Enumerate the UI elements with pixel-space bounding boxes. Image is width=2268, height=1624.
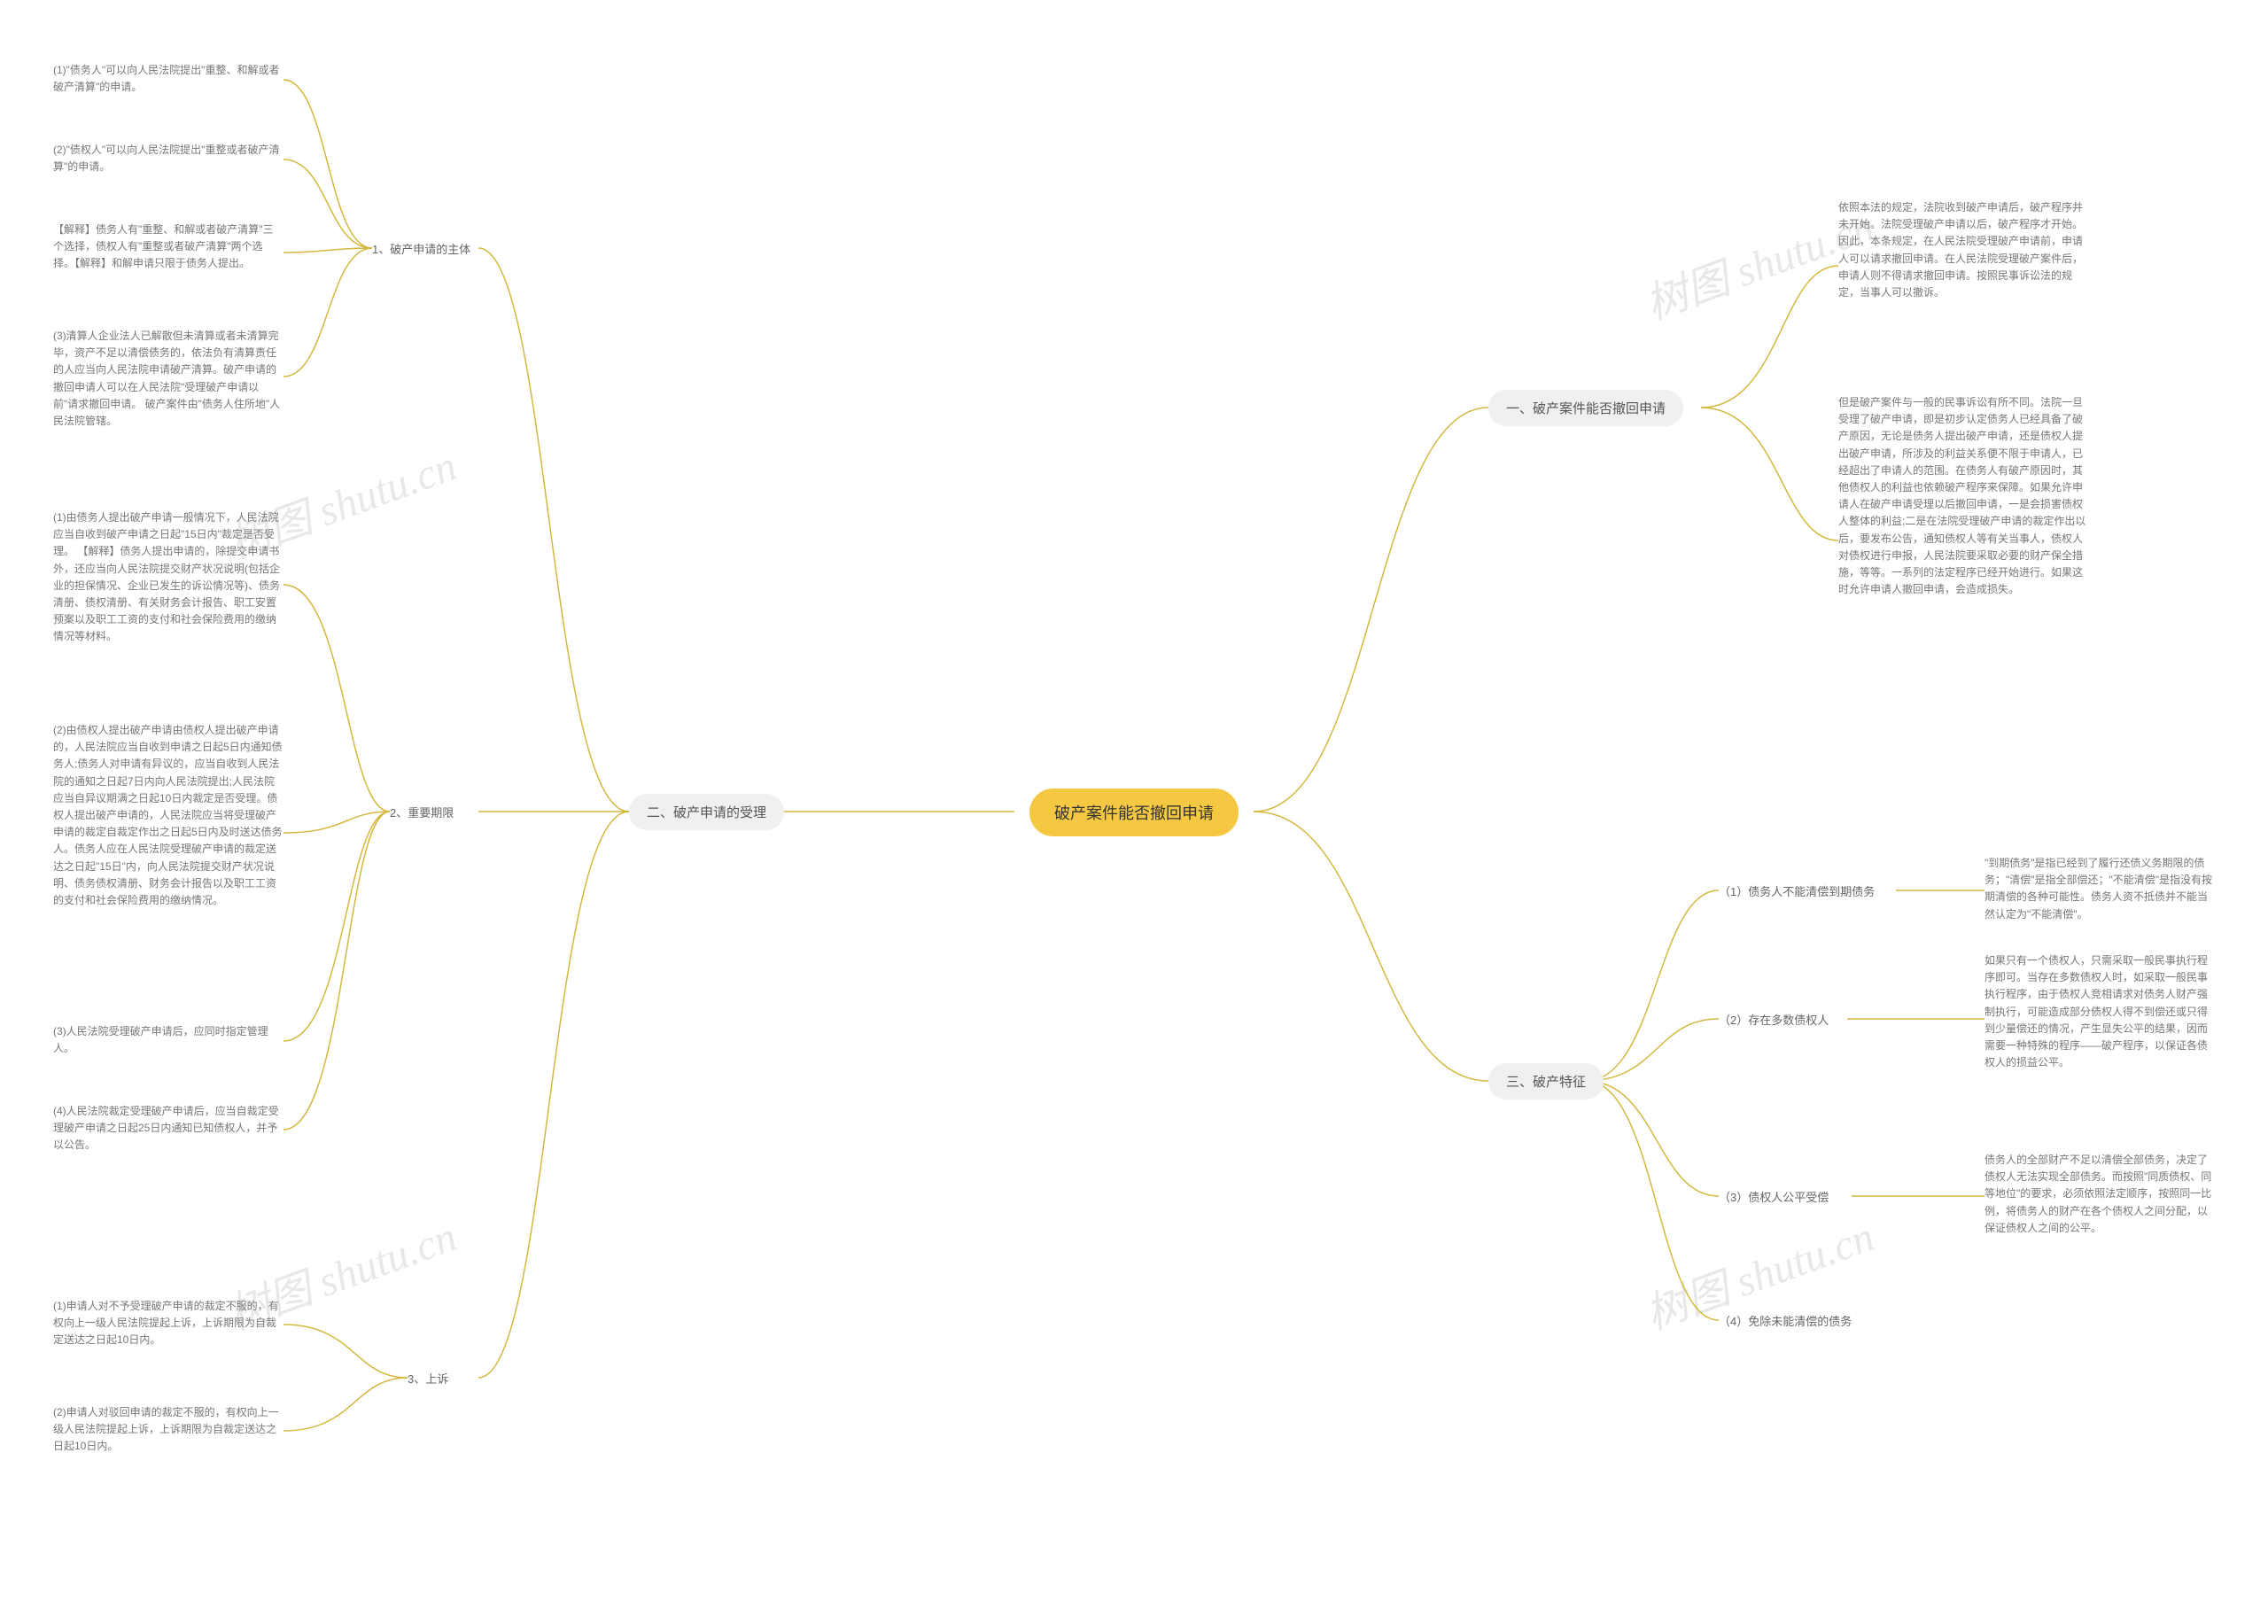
sub-3-4: （4）免除未能清偿的债务 bbox=[1719, 1312, 1852, 1329]
sub-3-1: （1）债务人不能清偿到期债务 bbox=[1719, 882, 1875, 899]
leaf-2-1-3: 【解释】债务人有"重整、和解或者破产清算"三个选择，债权人有"重整或者破产清算"… bbox=[53, 221, 284, 273]
leaf-1-1: 依照本法的规定，法院收到破产申请后，破产程序并未开始。法院受理破产申请以后，破产… bbox=[1838, 199, 2086, 301]
leaf-1-2: 但是破产案件与一般的民事诉讼有所不同。法院一旦受理了破产申请，即是初步认定债务人… bbox=[1838, 394, 2086, 598]
sub-3-3: （3）债权人公平受偿 bbox=[1719, 1188, 1829, 1205]
sub-2-3: 3、上诉 bbox=[408, 1370, 448, 1387]
leaf-3-2: 如果只有一个债权人，只需采取一般民事执行程序即可。当存在多数债权人时，如采取一般… bbox=[1984, 952, 2215, 1071]
center-node: 破产案件能否撤回申请 bbox=[1029, 789, 1239, 836]
leaf-3-3: 债务人的全部财产不足以清偿全部债务，决定了债权人无法实现全部债务。而按照"同质债… bbox=[1984, 1152, 2215, 1237]
sub-3-2: （2）存在多数债权人 bbox=[1719, 1011, 1829, 1028]
branch-1: 一、破产案件能否撤回申请 bbox=[1488, 390, 1683, 426]
leaf-2-1-1: (1)"债务人"可以向人民法院提出"重整、和解或者破产清算"的申请。 bbox=[53, 62, 284, 96]
leaf-3-1: "到期债务"是指已经到了履行还债义务期限的债务；"清偿"是指全部偿还；"不能清偿… bbox=[1984, 855, 2215, 923]
leaf-2-1-2: (2)"债权人"可以向人民法院提出"重整或者破产清算"的申请。 bbox=[53, 142, 284, 175]
leaf-2-2-4: (4)人民法院裁定受理破产申请后，应当自裁定受理破产申请之日起25日内通知已知债… bbox=[53, 1103, 284, 1154]
leaf-2-3-2: (2)申请人对驳回申请的裁定不服的，有权向上一级人民法院提起上诉，上诉期限为自裁… bbox=[53, 1404, 284, 1456]
leaf-2-2-1: (1)由债务人提出破产申请一般情况下，人民法院应当自收到破产申请之日起"15日内… bbox=[53, 509, 284, 646]
leaf-2-2-2: (2)由债权人提出破产申请由债权人提出破产申请的，人民法院应当自收到申请之日起5… bbox=[53, 722, 284, 909]
sub-2-1: 1、破产申请的主体 bbox=[372, 240, 470, 257]
leaf-2-3-1: (1)申请人对不予受理破产申请的裁定不服的，有权向上一级人民法院提起上诉，上诉期… bbox=[53, 1298, 284, 1349]
leaf-2-2-3: (3)人民法院受理破产申请后，应同时指定管理人。 bbox=[53, 1023, 284, 1057]
branch-3: 三、破产特征 bbox=[1488, 1063, 1604, 1100]
branch-2: 二、破产申请的受理 bbox=[629, 794, 784, 830]
leaf-2-1-4: (3)清算人企业法人已解散但未清算或者未清算完毕，资产不足以清偿债务的，依法负有… bbox=[53, 328, 284, 430]
sub-2-2: 2、重要期限 bbox=[390, 804, 454, 820]
